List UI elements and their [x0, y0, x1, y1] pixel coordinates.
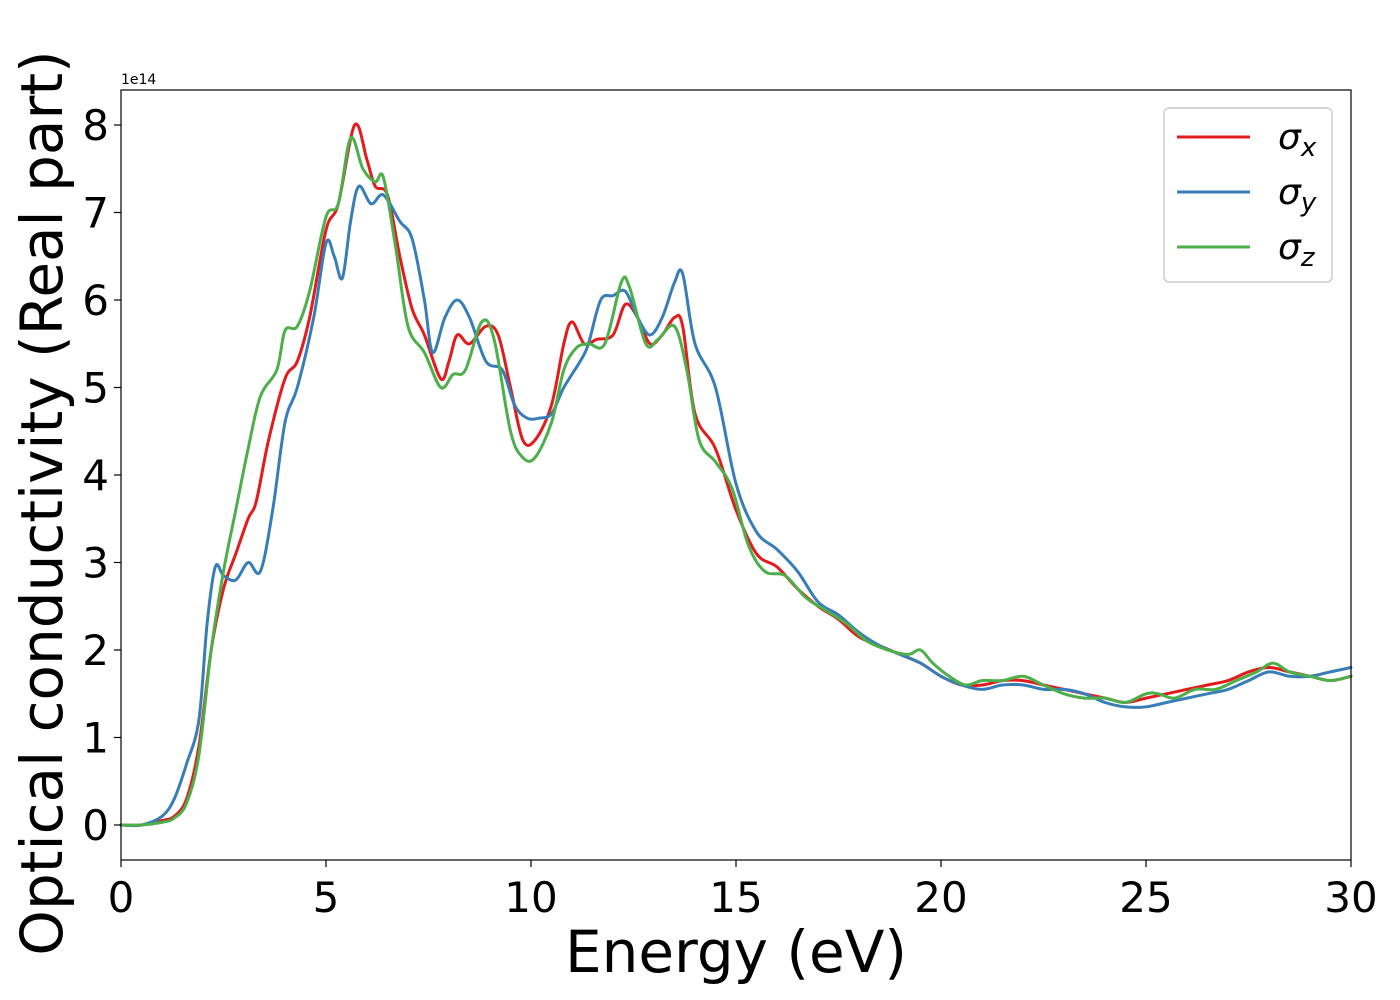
series-layer: [119, 122, 1353, 828]
legend-box: [1163, 107, 1333, 283]
series-line-z: [119, 135, 1353, 827]
y-tick-label: 0: [82, 801, 109, 850]
x-tick-label: 10: [504, 873, 557, 922]
y-tick-label: 5: [82, 364, 109, 413]
y-offset-label: 1e14: [121, 72, 156, 88]
x-axis-title: Energy (eV): [565, 918, 907, 986]
y-tick-label: 3: [82, 539, 109, 588]
y-tick-label: 2: [82, 626, 109, 675]
legend-label-z: σz: [1278, 227, 1316, 273]
x-tick-label: 5: [313, 873, 340, 922]
x-axis: 0 5 10 15 20 25 30: [108, 860, 1378, 922]
legend-label-x: σx: [1278, 117, 1317, 163]
y-tick-label: 7: [82, 189, 109, 238]
x-tick-label: 20: [914, 873, 967, 922]
legend-label-y: σy: [1278, 172, 1317, 218]
x-tick-label: 25: [1119, 873, 1172, 922]
y-tick-label: 6: [82, 276, 109, 325]
y-tick-label: 1: [82, 714, 109, 763]
y-tick-label: 4: [82, 451, 109, 500]
y-tick-label: 8: [82, 101, 109, 150]
y-axis-title: Optical conductivity (Real part): [8, 50, 76, 955]
y-axis: 0 1 2 3 4 5 6 7 8: [82, 101, 121, 850]
x-tick-label: 15: [709, 873, 762, 922]
series-line-y: [119, 184, 1353, 828]
x-tick-label: 0: [108, 873, 135, 922]
legend: σx σy σz: [1163, 107, 1333, 283]
x-tick-label: 30: [1324, 873, 1377, 922]
